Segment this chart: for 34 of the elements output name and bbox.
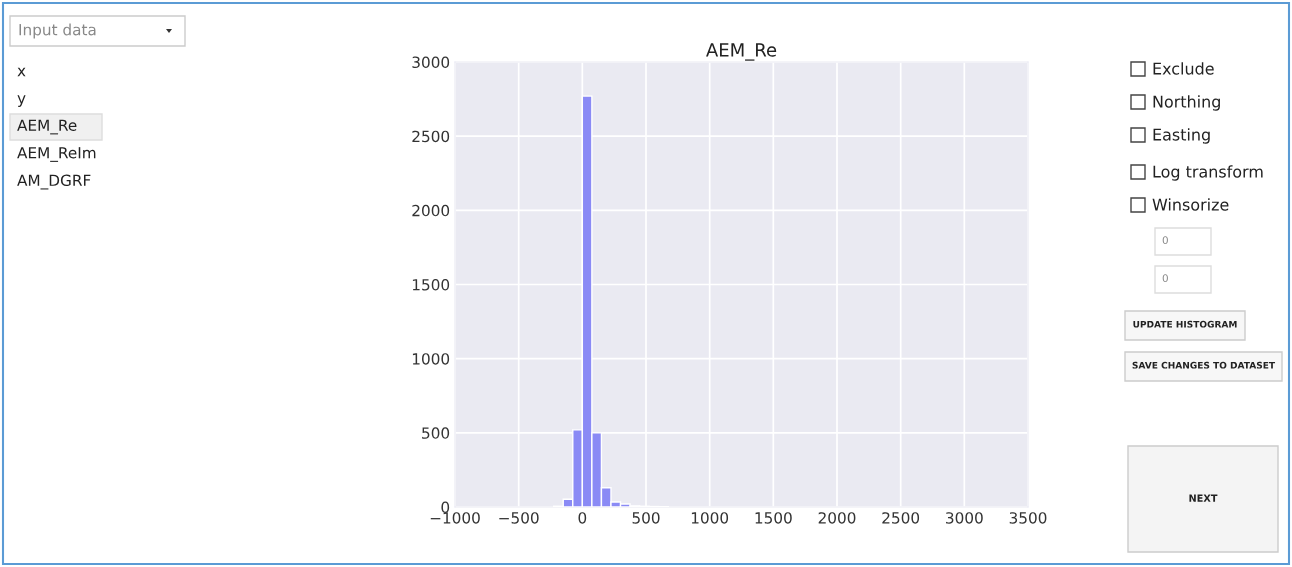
y-tick-label: 1000 xyxy=(412,353,450,365)
text: 0 xyxy=(1162,236,1168,245)
text: Log transform xyxy=(1153,165,1263,181)
text: AEM_Re xyxy=(17,119,77,135)
x-tick-label: −500 xyxy=(499,512,539,524)
text: UPDATE HISTOGRAM xyxy=(1133,320,1237,328)
y-tick-label: 1500 xyxy=(412,278,450,291)
text: y xyxy=(17,95,26,107)
text: Winsorize xyxy=(1152,198,1229,211)
y-tick-label: 500 xyxy=(422,427,450,439)
x-tick-label: −1000 xyxy=(430,512,480,524)
y-tick-label: 0 xyxy=(441,501,450,514)
y-tick-label: 2500 xyxy=(412,130,450,143)
y-tick-label: 3000 xyxy=(412,56,450,69)
text: Easting xyxy=(1153,128,1210,144)
text: 0 xyxy=(1162,274,1168,283)
x-tick-label: 3500 xyxy=(1009,512,1047,524)
text: Input data xyxy=(19,23,96,39)
text: x xyxy=(17,67,26,77)
x-tick-label: 1000 xyxy=(691,512,729,524)
text: AEM_ReIm xyxy=(17,147,96,162)
text: SAVE CHANGES TO DATASET xyxy=(1132,361,1276,369)
x-tick-label: 500 xyxy=(632,512,660,524)
x-tick-label: 2000 xyxy=(818,512,856,524)
x-tick-label: 1500 xyxy=(755,512,792,524)
x-tick-label: 0 xyxy=(578,512,587,524)
text: Northing xyxy=(1153,95,1220,111)
chart-title: AEM_Re xyxy=(706,43,777,61)
y-tick-label: 2000 xyxy=(412,204,450,217)
x-tick-label: 2500 xyxy=(882,512,920,524)
x-tick-label: 3000 xyxy=(946,512,983,524)
text: Exclude xyxy=(1153,62,1214,75)
text: NEXT xyxy=(1189,494,1218,502)
text: AM_DGRF xyxy=(17,174,91,190)
